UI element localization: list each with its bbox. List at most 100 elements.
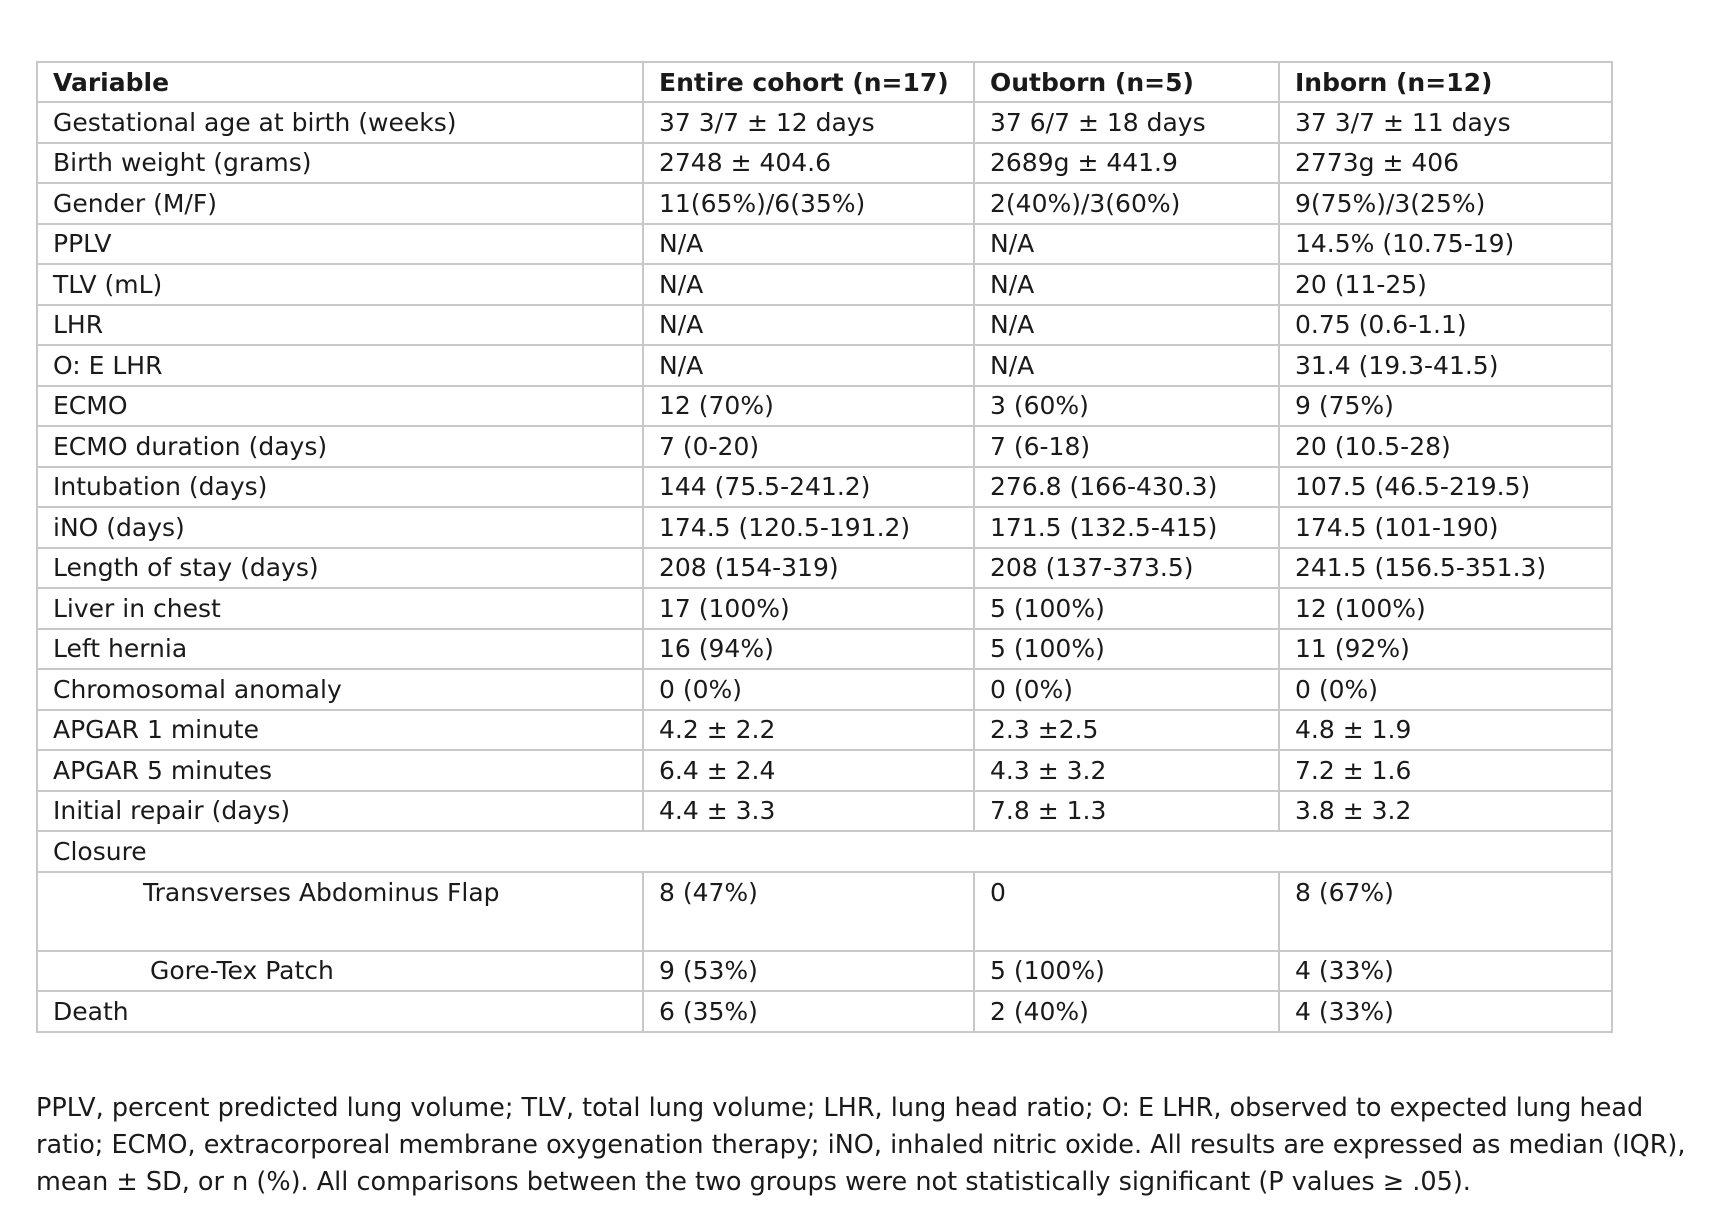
cell-variable: Chromosomal anomaly	[36, 668, 644, 711]
cell-outborn: 5 (100%)	[973, 949, 1280, 992]
cell-variable: Birth weight (grams)	[36, 141, 644, 184]
cell-entire-cohort: 12 (70%)	[642, 384, 975, 427]
cell-inborn: 107.5 (46.5-219.5)	[1278, 465, 1613, 508]
cell-entire-cohort: 16 (94%)	[642, 627, 975, 670]
cell-variable: O: E LHR	[36, 344, 644, 387]
table-footnote: PPLV, percent predicted lung volume; TLV…	[36, 1093, 1686, 1197]
table-row: ECMO 12 (70%) 3 (60%) 9 (75%)	[36, 384, 1613, 427]
cell-inborn: 0.75 (0.6-1.1)	[1278, 303, 1613, 346]
table-row: iNO (days) 174.5 (120.5-191.2) 171.5 (132.…	[36, 506, 1613, 549]
cell-outborn: 276.8 (166-430.3)	[973, 465, 1280, 508]
cell-outborn: 4.3 ± 3.2	[973, 749, 1280, 792]
table-row: APGAR 5 minutes 6.4 ± 2.4 4.3 ± 3.2 7.2 ± 1…	[36, 749, 1613, 792]
cell-entire-cohort: 208 (154-319)	[642, 546, 975, 589]
cell-outborn: 37 6/7 ± 18 days	[973, 101, 1280, 144]
cell-inborn: 7.2 ± 1.6	[1278, 749, 1613, 792]
cell-variable: Intubation (days)	[36, 465, 644, 508]
cell-outborn: 171.5 (132.5-415)	[973, 506, 1280, 549]
cell-inborn: 9 (75%)	[1278, 384, 1613, 427]
cell-inborn: 31.4 (19.3-41.5)	[1278, 344, 1613, 387]
cell-entire-cohort: 144 (75.5-241.2)	[642, 465, 975, 508]
cell-outborn: N/A	[973, 303, 1280, 346]
cell-inborn: 2773g ± 406	[1278, 141, 1613, 184]
cell-variable: LHR	[36, 303, 644, 346]
header-entire-cohort: Entire cohort (n=17)	[642, 61, 975, 103]
cell-entire-cohort: 0 (0%)	[642, 668, 975, 711]
closure-section-row: Closure	[36, 830, 1613, 873]
cell-variable: Liver in chest	[36, 587, 644, 630]
cell-variable: ECMO	[36, 384, 644, 427]
table-row: Initial repair (days) 4.4 ± 3.3 7.8 ± 1.3 3…	[36, 789, 1613, 832]
cell-variable: APGAR 5 minutes	[36, 749, 644, 792]
cell-entire-cohort: 4.4 ± 3.3	[642, 789, 975, 832]
cell-outborn: 2.3 ±2.5	[973, 708, 1280, 751]
cell-entire-cohort: N/A	[642, 344, 975, 387]
cell-variable: Initial repair (days)	[36, 789, 644, 832]
cell-entire-cohort: N/A	[642, 303, 975, 346]
cell-variable: Length of stay (days)	[36, 546, 644, 589]
cell-entire-cohort: 11(65%)/6(35%)	[642, 182, 975, 225]
header-row: Variable Entire cohort (n=17) Outborn (n…	[36, 61, 1613, 103]
table-body: Gestational age at birth (weeks) 37 3/7 ±…	[36, 101, 1613, 1033]
cell-variable: Gestational age at birth (weeks)	[36, 101, 644, 144]
cell-inborn: 12 (100%)	[1278, 587, 1613, 630]
cell-inborn: 4 (33%)	[1278, 949, 1613, 992]
cell-outborn: 7.8 ± 1.3	[973, 789, 1280, 832]
cell-inborn: 4.8 ± 1.9	[1278, 708, 1613, 751]
cell-entire-cohort: 9 (53%)	[642, 949, 975, 992]
cell-outborn: 2 (40%)	[973, 990, 1280, 1033]
closure-subrow: Transverses Abdominus Flap 8 (47%) 0 8 (67%…	[36, 870, 1613, 952]
cell-entire-cohort: N/A	[642, 222, 975, 265]
cell-outborn: 0	[973, 870, 1280, 952]
cell-entire-cohort: 8 (47%)	[642, 870, 975, 952]
cell-outborn: N/A	[973, 263, 1280, 306]
table-row: ECMO duration (days) 7 (0-20) 7 (6-18) 20 (…	[36, 425, 1613, 468]
cell-outborn: 5 (100%)	[973, 587, 1280, 630]
cell-inborn: 174.5 (101-190)	[1278, 506, 1613, 549]
cell-variable: PPLV	[36, 222, 644, 265]
cell-entire-cohort: 17 (100%)	[642, 587, 975, 630]
cell-inborn: 37 3/7 ± 11 days	[1278, 101, 1613, 144]
cell-inborn: 3.8 ± 3.2	[1278, 789, 1613, 832]
cell-entire-cohort: 2748 ± 404.6	[642, 141, 975, 184]
closure-subrow: Gore-Tex Patch 9 (53%) 5 (100%) 4 (33%)	[36, 949, 1613, 992]
cell-outborn: 208 (137-373.5)	[973, 546, 1280, 589]
cell-entire-cohort: 4.2 ± 2.2	[642, 708, 975, 751]
cell-inborn: 8 (67%)	[1278, 870, 1613, 952]
cell-outborn: 2689g ± 441.9	[973, 141, 1280, 184]
cell-outborn: N/A	[973, 344, 1280, 387]
cell-variable: TLV (mL)	[36, 263, 644, 306]
cell-entire-cohort: N/A	[642, 263, 975, 306]
header-variable: Variable	[36, 61, 644, 103]
cell-entire-cohort: 7 (0-20)	[642, 425, 975, 468]
cell-inborn: 4 (33%)	[1278, 990, 1613, 1033]
table-row: O: E LHR N/A N/A 31.4 (19.3-41.5)	[36, 344, 1613, 387]
table-row: PPLV N/A N/A 14.5% (10.75-19)	[36, 222, 1613, 265]
cell-outborn: 7 (6-18)	[973, 425, 1280, 468]
cell-variable: Gender (M/F)	[36, 182, 644, 225]
table-row: Length of stay (days) 208 (154-319) 208 (1…	[36, 546, 1613, 589]
cell-inborn: 20 (10.5-28)	[1278, 425, 1613, 468]
cell-entire-cohort: 6.4 ± 2.4	[642, 749, 975, 792]
cell-variable: Death	[36, 990, 644, 1033]
cell-inborn: 14.5% (10.75-19)	[1278, 222, 1613, 265]
table-row: Liver in chest 17 (100%) 5 (100%) 12 (100%)	[36, 587, 1613, 630]
cell-outborn: 2(40%)/3(60%)	[973, 182, 1280, 225]
cell-outborn: 5 (100%)	[973, 627, 1280, 670]
table-row: TLV (mL) N/A N/A 20 (11-25)	[36, 263, 1613, 306]
cell-entire-cohort: 174.5 (120.5-191.2)	[642, 506, 975, 549]
cell-variable: Left hernia	[36, 627, 644, 670]
cell-inborn: 11 (92%)	[1278, 627, 1613, 670]
cell-entire-cohort: 6 (35%)	[642, 990, 975, 1033]
cell-entire-cohort: 37 3/7 ± 12 days	[642, 101, 975, 144]
table-row: Gestational age at birth (weeks) 37 3/7 ±…	[36, 101, 1613, 144]
cell-variable: iNO (days)	[36, 506, 644, 549]
header-outborn: Outborn (n=5)	[973, 61, 1280, 103]
cell-outborn: 0 (0%)	[973, 668, 1280, 711]
data-table: Variable Entire cohort (n=17) Outborn (n…	[36, 61, 1613, 1033]
cell-variable: APGAR 1 minute	[36, 708, 644, 751]
closure-label: Closure	[36, 830, 1613, 873]
cell-variable: Transverses Abdominus Flap	[36, 870, 644, 952]
cell-variable: ECMO duration (days)	[36, 425, 644, 468]
header-inborn: Inborn (n=12)	[1278, 61, 1613, 103]
